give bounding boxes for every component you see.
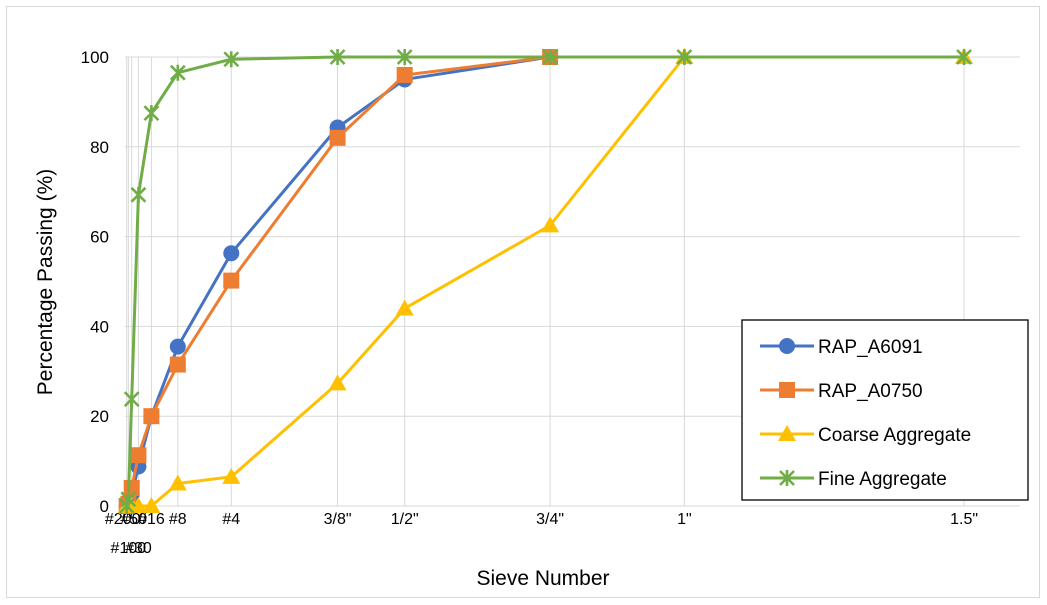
data-point-circle <box>223 245 240 262</box>
y-tick-labels: 0 20 40 60 80 100 <box>81 48 109 516</box>
data-point-star <box>396 49 413 65</box>
data-point-square <box>169 356 186 373</box>
series-rap-a6091 <box>118 49 559 514</box>
legend-item: Coarse Aggregate <box>760 425 971 446</box>
data-point-square <box>130 447 147 464</box>
legend-label: Coarse Aggregate <box>818 425 971 446</box>
x-tick-label: 3/4" <box>536 511 564 528</box>
data-point-star <box>123 391 140 408</box>
data-point-star <box>956 49 972 65</box>
x-tick-label: #100 <box>111 540 147 557</box>
y-tick-label: 40 <box>90 317 109 336</box>
data-point-star <box>223 51 240 68</box>
y-tick-label: 100 <box>81 48 109 67</box>
x-tick-label: 3/8" <box>324 511 352 528</box>
x-tick-label: #8 <box>169 511 187 528</box>
data-point-triangle <box>168 474 187 491</box>
y-tick-label: 60 <box>90 228 109 247</box>
legend: RAP_A6091 RAP_A0750 Coarse Aggregate Fine A… <box>741 319 1029 501</box>
x-tick-labels: #200 #100 #50 #30 #16 #8 #4 3/8" 1/2" 3/4" 1" 1.5" <box>105 511 978 557</box>
data-point-square <box>143 408 160 425</box>
x-tick-label: #200 <box>105 511 141 528</box>
data-point-star <box>329 49 346 65</box>
data-point-star <box>169 64 186 81</box>
data-point-triangle <box>778 425 796 441</box>
series-rap-a0750 <box>118 49 559 514</box>
data-point-circle <box>169 338 186 355</box>
y-axis-title: Percentage Passing (%) <box>34 169 57 395</box>
x-tick-label: #50 <box>120 511 147 528</box>
series-fine-aggregate <box>118 49 972 514</box>
data-point-square <box>779 382 795 398</box>
data-point-star <box>130 186 147 203</box>
data-point-triangle <box>328 374 347 391</box>
series-line <box>125 55 965 507</box>
x-tick-label: #4 <box>222 511 240 528</box>
data-point-square <box>223 272 240 289</box>
x-tick-label: 1.5" <box>950 511 978 528</box>
data-point-triangle <box>142 497 161 513</box>
legend-label: RAP_A6091 <box>818 337 923 358</box>
x-tick-label: 1" <box>677 511 692 528</box>
x-tick-label: #30 <box>125 540 152 557</box>
y-tick-label: 80 <box>90 138 109 157</box>
data-point-triangle <box>395 299 414 316</box>
data-point-square <box>123 480 140 497</box>
x-tick-label: #16 <box>138 511 165 528</box>
data-point-circle <box>779 338 795 354</box>
data-point-square <box>396 66 413 83</box>
data-point-triangle <box>222 467 241 484</box>
data-point-triangle <box>541 216 560 233</box>
data-point-star <box>120 491 137 508</box>
y-tick-label: 0 <box>100 497 109 516</box>
x-axis-title: Sieve Number <box>476 567 609 590</box>
data-point-star <box>779 470 795 486</box>
legend-label: RAP_A0750 <box>818 381 923 402</box>
data-point-square <box>329 129 346 146</box>
data-point-triangle <box>129 497 148 513</box>
data-point-star <box>143 105 160 122</box>
legend-item: Fine Aggregate <box>760 469 947 490</box>
x-tick-label: 1/2" <box>391 511 419 528</box>
legend-item: RAP_A6091 <box>760 337 923 358</box>
legend-item: RAP_A0750 <box>760 381 923 402</box>
data-point-star <box>676 49 693 65</box>
data-point-star <box>542 49 559 65</box>
y-tick-label: 20 <box>90 407 109 426</box>
legend-label: Fine Aggregate <box>818 469 947 490</box>
data-series <box>117 48 974 514</box>
